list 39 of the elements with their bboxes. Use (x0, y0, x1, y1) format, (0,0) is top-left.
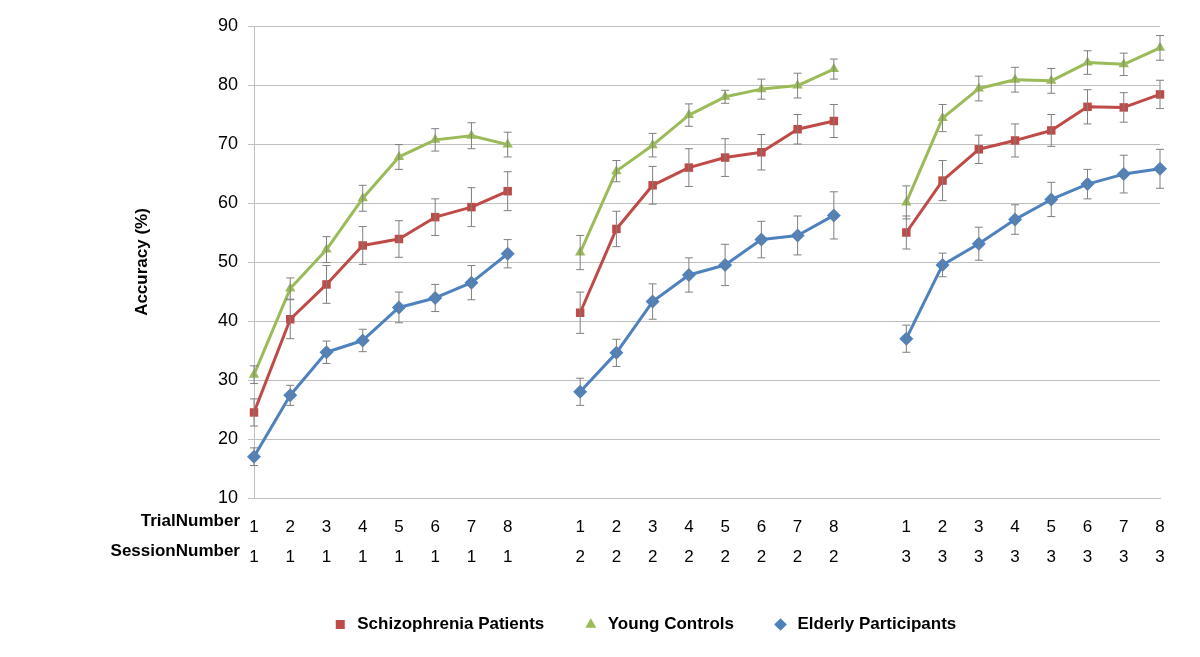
y-tick-label: 20 (217, 427, 238, 448)
text: TrialNumber (140, 510, 241, 530)
x-tick-label: 2 3 (937, 516, 948, 566)
legend-label: Elderly Participants (797, 614, 957, 634)
x-tick-label: 4 1 (357, 516, 368, 566)
x-tick-label: 6 2 (756, 516, 767, 566)
text: SessionNumber (110, 540, 241, 560)
x-tick-label: 5 2 (720, 516, 730, 566)
x-tick-label: 1 2 (575, 516, 585, 566)
x-tick-label: 1 3 (901, 516, 912, 566)
x-tick-label: 2 1 (285, 516, 295, 566)
x-tick-label: 7 1 (466, 516, 477, 566)
x-tick-label: 7 2 (792, 516, 803, 566)
x-tick-label: 7 3 (1119, 516, 1129, 566)
y-tick-label: 50 (217, 250, 238, 271)
x-tick-label: 8 2 (829, 516, 839, 566)
legend-label: Schizophrenia Patients (357, 614, 545, 634)
y-tick-label: 60 (217, 191, 238, 212)
x-tick-label: 5 3 (1046, 516, 1057, 566)
x-tick-label: 8 1 (502, 516, 513, 566)
x-tick-label: 4 3 (1010, 516, 1020, 566)
x-tick-label: 3 3 (974, 516, 984, 566)
x-tick-label: 5 1 (394, 516, 404, 566)
x-tick-label: 1 1 (249, 516, 259, 566)
y-axis-title: Accuracy (%) (131, 208, 151, 316)
legend-label: Young Controls (607, 614, 735, 634)
y-tick-label: 10 (217, 486, 238, 507)
x-tick-label: 6 1 (430, 516, 440, 566)
x-tick-label: 3 2 (647, 516, 658, 566)
y-tick-label: 80 (217, 73, 238, 94)
y-tick-label: 70 (217, 132, 238, 153)
x-tick-label: 4 2 (684, 516, 694, 566)
y-tick-label: 30 (217, 368, 238, 389)
x-tick-label: 2 2 (611, 516, 622, 566)
y-tick-label: 40 (217, 309, 238, 330)
x-tick-label: 8 3 (1155, 516, 1165, 566)
x-tick-label: 3 1 (321, 516, 332, 566)
x-tick-label: 6 3 (1082, 516, 1093, 566)
y-tick-label: 90 (217, 14, 238, 35)
